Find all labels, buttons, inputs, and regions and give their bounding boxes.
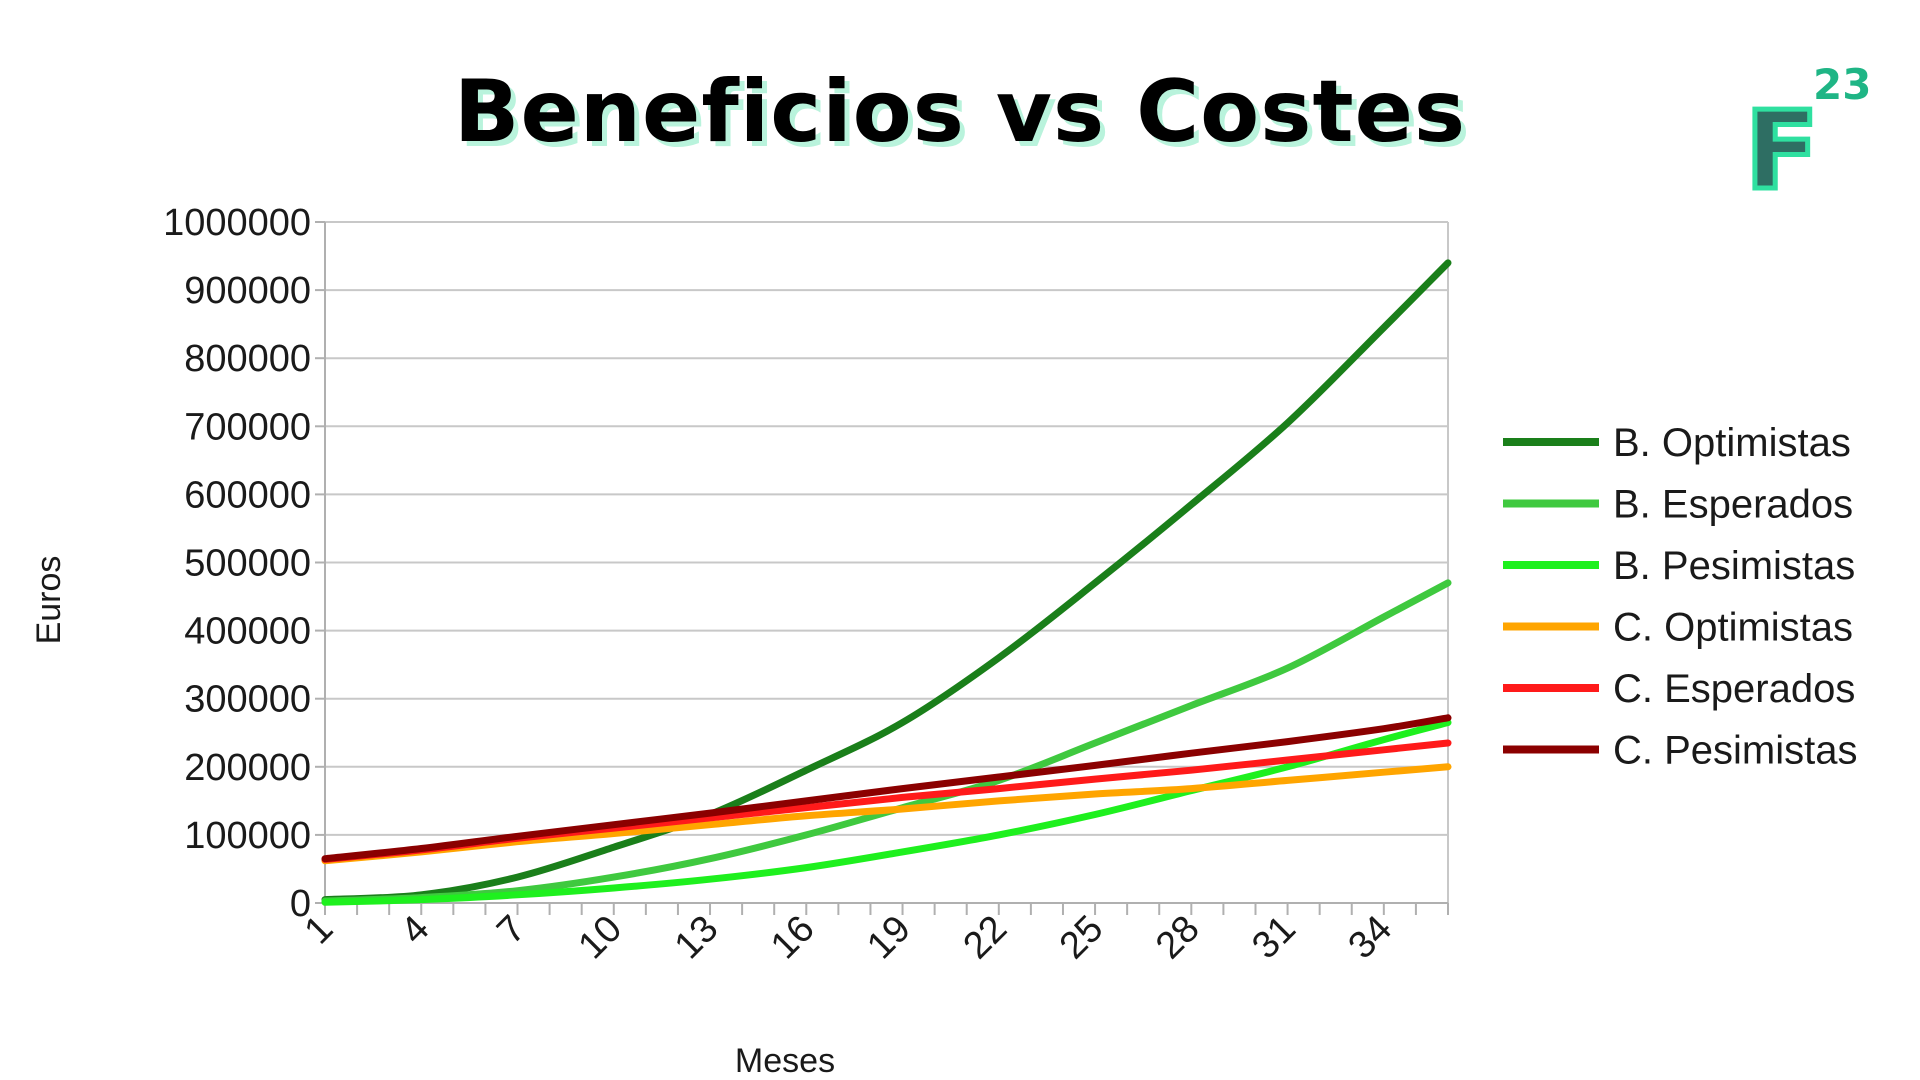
- series-line-0: [321, 259, 1452, 904]
- x-tick-label: 22: [956, 908, 1016, 968]
- y-tick-label: 700000: [184, 406, 311, 448]
- legend-label: B. Esperados: [1613, 483, 1853, 527]
- y-tick-label: 900000: [184, 270, 311, 312]
- legend-label: C. Optimistas: [1613, 606, 1853, 650]
- x-tick-label: 16: [763, 908, 823, 968]
- series-line-5: [321, 714, 1452, 863]
- page-title: Beneficios vs Costes: [453, 62, 1467, 162]
- series-line-2: [321, 719, 1452, 906]
- y-tick-label: 800000: [184, 338, 311, 380]
- y-tick-label: 300000: [184, 679, 311, 721]
- y-tick-label: 400000: [184, 611, 311, 653]
- x-tick-label: 13: [667, 908, 727, 968]
- y-tick-label: 200000: [184, 747, 311, 789]
- y-tick-label: 1000000: [163, 202, 311, 244]
- brand-logo: 23 F: [1743, 60, 1885, 214]
- series-lines: [321, 259, 1452, 906]
- y-tick-label: 600000: [184, 474, 311, 516]
- y-tick-label: 500000: [184, 543, 311, 585]
- logo-letter: F: [1743, 89, 1822, 214]
- y-tick-label: 0: [290, 883, 311, 925]
- legend: B. Optimistas B. Esperados B. Pesimistas C.…: [1503, 421, 1858, 773]
- legend-label: C. Pesimistas: [1613, 729, 1858, 773]
- legend-label: B. Optimistas: [1613, 421, 1851, 465]
- legend-label: B. Pesimistas: [1613, 544, 1855, 588]
- x-tick-label: 34: [1341, 908, 1401, 968]
- x-tick-label: 28: [1148, 908, 1208, 968]
- x-tick-label: 31: [1244, 908, 1304, 968]
- x-tick-label: 25: [1052, 908, 1112, 968]
- y-tick-labels: 0 100000 200000 300000 400000 500000 600000 700…: [163, 202, 311, 925]
- x-axis-title: Meses: [735, 1042, 835, 1080]
- x-tick-labels: 1 4 7 10 13 16 19 22 25 28 31 34: [297, 908, 1400, 968]
- x-tick-label: 19: [859, 908, 919, 968]
- y-tick-label: 100000: [184, 815, 311, 857]
- y-axis-title: Euros: [30, 556, 68, 645]
- axes: [315, 221, 1449, 915]
- legend-label: C. Esperados: [1613, 667, 1855, 711]
- x-tick-label: 4: [393, 908, 438, 953]
- logo-superscript: 23: [1813, 60, 1872, 109]
- x-tick-label: 7: [489, 908, 534, 953]
- x-tick-label: 10: [571, 908, 631, 968]
